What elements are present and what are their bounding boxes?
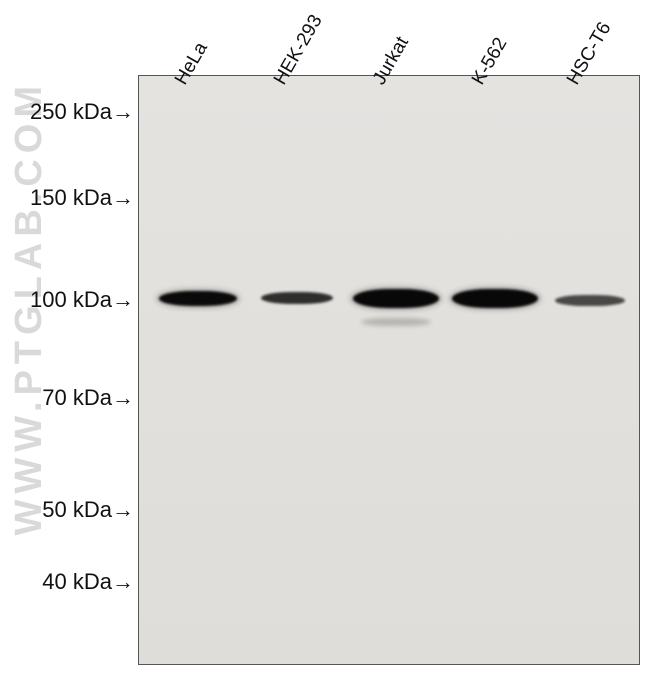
protein-band-faint xyxy=(361,318,431,326)
protein-band xyxy=(452,289,538,308)
mw-marker-label: 150 kDa→ xyxy=(4,185,134,211)
mw-marker-label: 100 kDa→ xyxy=(4,287,134,313)
blot-membrane xyxy=(138,75,640,665)
protein-band xyxy=(159,291,237,306)
mw-marker-label: 250 kDa→ xyxy=(4,99,134,125)
mw-marker-label: 50 kDa→ xyxy=(4,497,134,523)
protein-band xyxy=(353,289,439,308)
mw-marker-label: 40 kDa→ xyxy=(4,569,134,595)
protein-band xyxy=(555,295,625,306)
protein-band xyxy=(261,292,333,304)
blot-figure: WWW.PTGLAB.COM HeLaHEK-293JurkatK-562HSC… xyxy=(0,0,650,677)
mw-marker-label: 70 kDa→ xyxy=(4,385,134,411)
